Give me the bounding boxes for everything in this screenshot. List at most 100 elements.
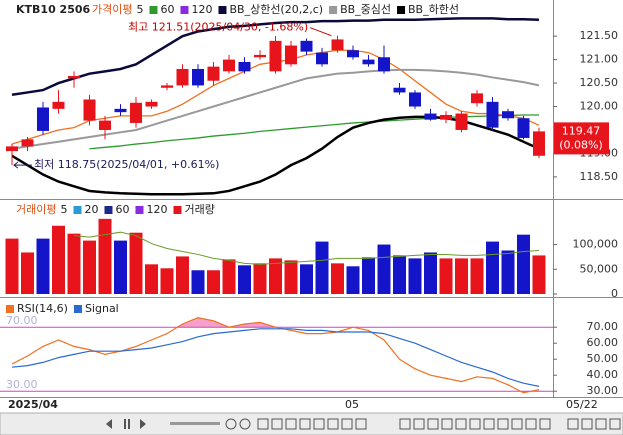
toolbar-button[interactable] — [483, 418, 495, 430]
toolbar-button[interactable] — [299, 418, 311, 430]
toolbar-button[interactable] — [355, 418, 367, 430]
y-tick-label: 0 — [611, 287, 618, 300]
candle-body — [161, 85, 173, 88]
volume-bar — [253, 263, 267, 294]
toolbar-icons — [106, 418, 621, 430]
toolbar-button[interactable] — [567, 418, 579, 430]
candle-body — [517, 118, 530, 138]
candle-body — [130, 102, 142, 123]
toolbar-button[interactable] — [609, 418, 621, 430]
toolbar-button[interactable] — [469, 418, 481, 430]
legend-title: 거래이평 — [16, 203, 56, 216]
y-tick-label: 40.00 — [587, 368, 619, 381]
candle-body — [285, 45, 297, 65]
x-axis-mid: 05 — [345, 398, 359, 411]
toolbar-button[interactable] — [427, 418, 439, 430]
toolbar-button[interactable] — [124, 419, 126, 429]
candle-body — [176, 68, 189, 86]
y-tick-label: 30.00 — [587, 384, 619, 397]
candle-body — [393, 87, 406, 93]
candle-body — [52, 101, 65, 109]
candle-body — [502, 111, 514, 119]
toolbar-button[interactable] — [525, 418, 537, 430]
legend-swatch — [149, 6, 158, 14]
volume-bar — [331, 263, 344, 294]
volume-bar — [36, 238, 50, 294]
candle-body — [331, 39, 344, 51]
volume-bar — [486, 241, 499, 294]
toolbar-button[interactable] — [497, 418, 509, 430]
candle-body — [68, 76, 80, 79]
y-tick-label: 120.00 — [580, 100, 619, 113]
toolbar-button[interactable] — [313, 418, 325, 430]
candle-body — [347, 50, 359, 58]
y-tick-label: 121.00 — [580, 53, 619, 66]
toolbar-button[interactable] — [595, 418, 607, 430]
volume-bar — [517, 234, 530, 294]
volume-bar — [470, 258, 484, 294]
toolbar-button[interactable] — [225, 418, 237, 430]
y-tick-label: 121.50 — [580, 29, 619, 42]
volume-bar — [284, 260, 298, 294]
toolbar-button[interactable] — [327, 418, 339, 430]
y-tick-label: 120.50 — [580, 76, 619, 89]
volume-bar — [98, 218, 112, 294]
toolbar-button[interactable] — [539, 418, 551, 430]
volume-bar — [501, 250, 515, 294]
toolbar-button[interactable] — [511, 418, 523, 430]
volume-bar — [52, 225, 65, 294]
toolbar-button[interactable] — [128, 419, 130, 429]
candle-body — [223, 59, 235, 72]
legend-swatch — [329, 6, 338, 14]
toolbar-button[interactable] — [455, 418, 467, 430]
toolbar-button[interactable] — [581, 418, 593, 430]
candle-body — [269, 40, 282, 72]
series-line — [73, 231, 540, 265]
candle-body — [486, 101, 499, 128]
series-line — [11, 17, 540, 97]
volume-bar — [207, 270, 220, 294]
y-tick-label: 60.00 — [587, 336, 619, 349]
volume-bar — [67, 233, 81, 294]
legend-label: 120 — [191, 3, 212, 16]
candle-body — [145, 101, 158, 107]
candle-body — [471, 93, 483, 104]
toolbar-button[interactable] — [271, 418, 283, 430]
candle-body — [83, 99, 96, 121]
volume-bar — [362, 257, 375, 294]
legend-label: 60 — [115, 203, 129, 216]
legend-swatch — [180, 6, 189, 14]
candle-body — [192, 68, 204, 86]
candle-body — [300, 40, 313, 52]
high-annotation: 최고 121.51(2025/04/30, -1.68%) — [128, 21, 308, 34]
y-tick-label: 100,000 — [573, 238, 619, 251]
toolbar — [0, 412, 623, 435]
toolbar-button[interactable] — [106, 419, 112, 429]
toolbar-button[interactable] — [399, 418, 411, 430]
volume-bar — [238, 265, 251, 294]
toolbar-button[interactable] — [441, 418, 453, 430]
toolbar-button[interactable] — [285, 418, 297, 430]
toolbar-button[interactable] — [413, 418, 425, 430]
candle-body — [316, 52, 328, 65]
y-tick-label: 70.00 — [587, 320, 619, 333]
candle-body — [409, 92, 421, 107]
toolbar-button[interactable] — [341, 418, 353, 430]
legend-label: 20 — [84, 203, 98, 216]
volume-bar — [424, 252, 437, 294]
toolbar-button[interactable] — [257, 418, 269, 430]
candle-body — [440, 114, 452, 120]
candle-body — [424, 113, 437, 120]
candle-body — [99, 120, 111, 130]
candle-body — [207, 66, 220, 81]
legend-label: Signal — [85, 302, 119, 315]
legend-label: 거래량 — [184, 203, 214, 216]
volume-bar — [222, 259, 236, 294]
toolbar-button[interactable] — [140, 419, 146, 429]
toolbar-slider[interactable] — [170, 422, 220, 425]
volume-bar — [439, 258, 453, 294]
toolbar-button[interactable] — [239, 418, 251, 430]
volume-bar — [176, 256, 189, 294]
y-tick-label: 50.00 — [587, 352, 619, 365]
